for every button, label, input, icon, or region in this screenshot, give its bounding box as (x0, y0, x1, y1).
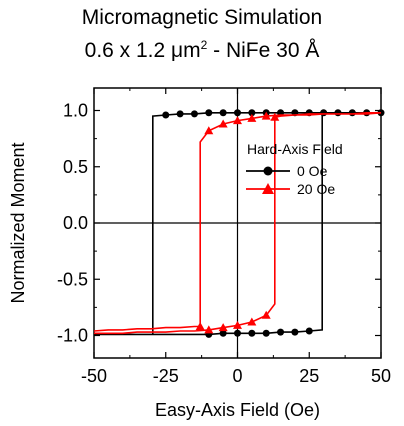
data-point-triangle (261, 310, 271, 319)
data-point-triangle (204, 126, 214, 135)
y-tick-label: 0.5 (63, 157, 88, 177)
data-point-triangle (218, 119, 228, 128)
data-point-circle (305, 327, 313, 335)
data-point-circle (162, 111, 170, 119)
x-tick-label: -25 (153, 366, 179, 386)
series-twenty-oe (93, 111, 382, 335)
data-point-circle (205, 109, 213, 117)
subtitle-superscript: 2 (200, 38, 208, 52)
data-point-triangle (233, 320, 242, 329)
data-point-circle (248, 109, 256, 117)
subtitle-unit: μm (171, 39, 201, 62)
data-point-circle (348, 109, 356, 117)
series-line (94, 112, 381, 336)
data-point-circle (291, 328, 299, 336)
legend-marker-circle (263, 166, 273, 176)
data-point-triangle (247, 317, 257, 326)
x-tick-label: 25 (299, 366, 319, 386)
chart-subtitle: 0.6 x 1.2 μm2 - NiFe 30 Å (0, 38, 404, 63)
data-point-circle (248, 329, 256, 337)
data-point-circle (277, 328, 285, 336)
data-point-triangle (261, 111, 271, 120)
data-point-circle (176, 110, 184, 118)
data-point-triangle (247, 113, 257, 122)
y-tick-label: -1.0 (57, 326, 88, 346)
data-point-circle (234, 329, 241, 337)
chart-title: Micromagnetic Simulation (81, 6, 323, 29)
legend-label: 0 Oe (297, 163, 328, 179)
data-point-triangle (270, 112, 280, 121)
y-axis-label: Normalized Moment (8, 142, 28, 303)
data-point-circle (219, 329, 227, 337)
x-tick-label: -50 (81, 366, 107, 386)
y-tick-label: 1.0 (63, 101, 88, 121)
x-axis-label: Easy-Axis Field (Oe) (155, 400, 320, 420)
legend-marker-triangle (262, 183, 274, 194)
subtitle-prefix: 0.6 x 1.2 (84, 39, 172, 62)
data-point-circle (219, 109, 227, 117)
y-tick-label: 0.0 (63, 213, 88, 233)
data-point-circle (320, 109, 328, 117)
subtitle-suffix: - NiFe 30 Å (207, 39, 320, 62)
data-point-circle (262, 329, 270, 337)
legend-title: Hard-Axis Field (247, 141, 343, 157)
data-point-triangle (204, 325, 214, 334)
y-tick-label: -0.5 (57, 269, 88, 289)
series-line (93, 112, 382, 335)
legend: Hard-Axis Field 0 Oe 20 Oe (246, 141, 343, 197)
data-point-circle (190, 110, 198, 118)
data-point-circle (234, 109, 241, 117)
legend-label: 20 Oe (297, 181, 335, 197)
x-tick-label: 50 (371, 366, 391, 386)
data-point-circle (334, 109, 342, 117)
x-tick-label: 0 (232, 366, 242, 386)
data-point-triangle (233, 116, 242, 125)
data-point-triangle (195, 322, 205, 330)
data-point-triangle (218, 323, 228, 332)
